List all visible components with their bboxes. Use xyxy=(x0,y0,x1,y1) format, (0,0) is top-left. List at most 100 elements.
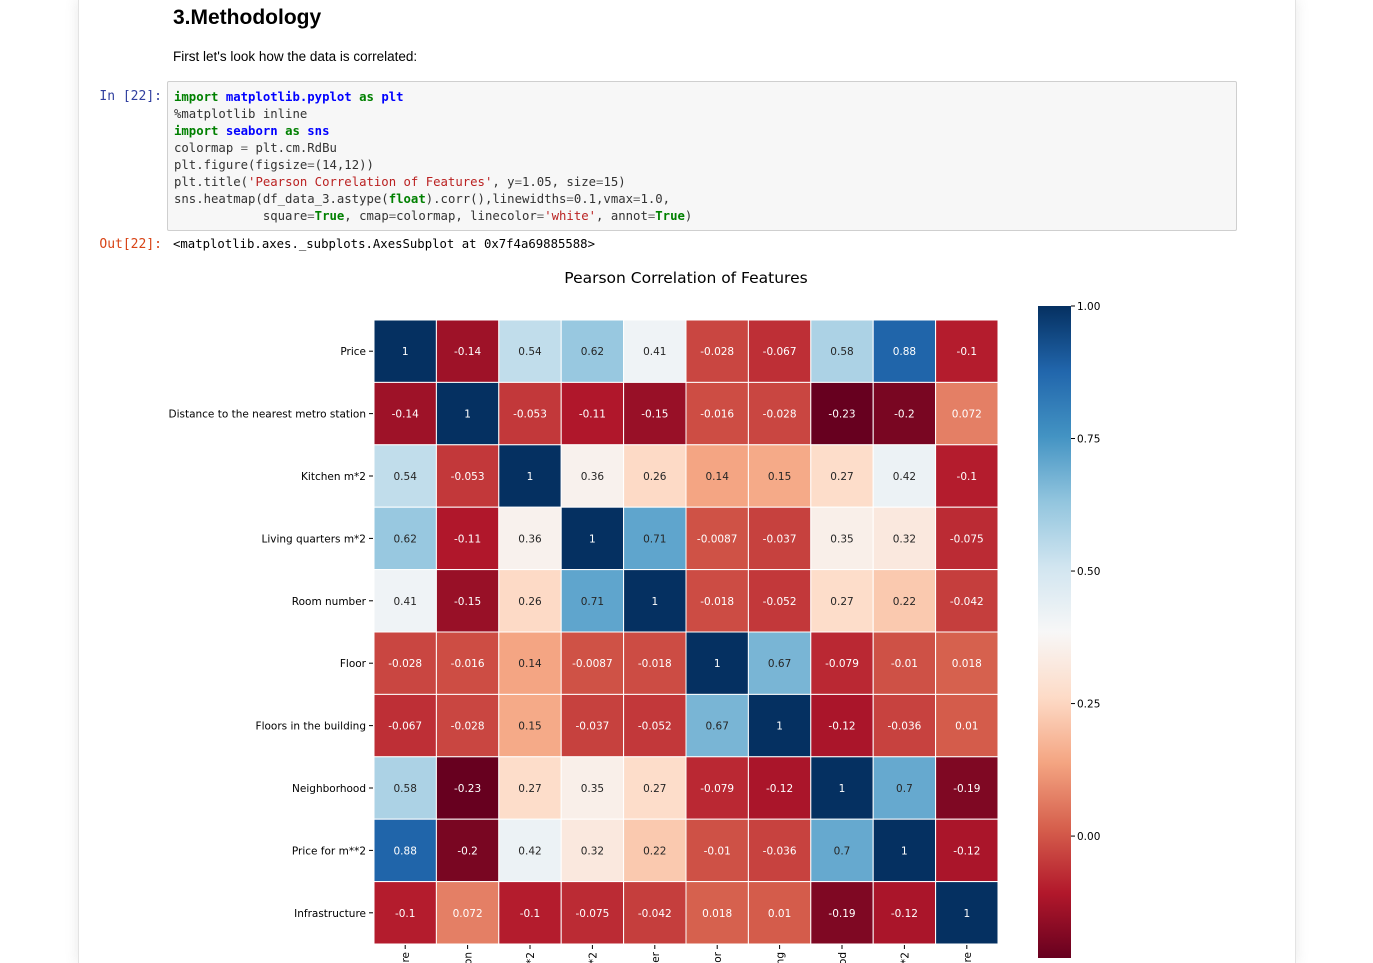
heatmap-cell xyxy=(560,319,625,383)
cell-annotation: 0.35 xyxy=(830,533,853,545)
heatmap-cell xyxy=(623,631,687,695)
cell-annotation: 0.27 xyxy=(830,471,853,483)
row-tick-label: Kitchen m*2 xyxy=(301,471,366,483)
cell-annotation: -0.01 xyxy=(704,845,731,857)
cell-annotation: -0.028 xyxy=(388,658,422,670)
cell-annotation: 0.58 xyxy=(830,346,853,358)
code-token: True xyxy=(655,209,685,223)
cell-annotation: -0.018 xyxy=(700,596,734,608)
code-token: plt xyxy=(381,90,404,104)
cell-annotation: 0.01 xyxy=(768,908,791,920)
cell-annotation: 0.58 xyxy=(394,783,417,795)
heatmap-cell xyxy=(373,881,437,945)
cell-annotation: 0.072 xyxy=(453,908,483,920)
code-token: (14,12)) xyxy=(314,158,374,172)
code-token: 15) xyxy=(603,175,626,189)
code-token: colormap xyxy=(174,141,241,155)
heatmap-cell xyxy=(560,818,625,883)
cell-annotation: -0.01 xyxy=(891,658,918,670)
code-token: float xyxy=(388,192,426,206)
code-token: , y xyxy=(492,175,515,189)
output-prompt: Out[22]: xyxy=(99,237,162,252)
cell-annotation: 0.22 xyxy=(893,596,916,608)
code-token: True xyxy=(314,209,345,223)
cell-annotation: 0.41 xyxy=(643,346,666,358)
cell-annotation: 0.14 xyxy=(706,471,730,483)
heatmap-cell xyxy=(872,818,937,883)
cell-annotation: 0.62 xyxy=(581,346,604,358)
cell-annotation: 0.018 xyxy=(952,658,982,670)
col-tick-label: ng xyxy=(775,952,787,963)
cell-annotation: -0.14 xyxy=(454,346,481,358)
code-token: = xyxy=(633,192,641,206)
row-tick-label: Floors in the building xyxy=(256,721,366,733)
code-token: = xyxy=(566,192,574,206)
cell-annotation: -0.19 xyxy=(953,783,980,795)
cell-annotation: -0.12 xyxy=(828,721,855,733)
heatmap-cell xyxy=(498,631,562,695)
col-tick-label: *2 xyxy=(525,952,537,963)
heatmap-cell xyxy=(872,319,937,383)
heatmap-cell xyxy=(872,881,937,945)
cell-annotation: -0.067 xyxy=(388,721,422,733)
code-token: = xyxy=(514,175,522,189)
code-token: square xyxy=(174,209,308,223)
heatmap-cell xyxy=(685,506,749,571)
heatmap-cell xyxy=(560,631,625,695)
heatmap-cell xyxy=(498,693,562,758)
cell-annotation: 1 xyxy=(527,471,534,483)
heatmap-cell xyxy=(560,693,625,758)
code-token: 'Pearson Correlation of Features' xyxy=(248,175,493,189)
row-tick-label: Price xyxy=(340,346,366,358)
row-tick-label: Floor xyxy=(340,658,367,670)
cell-annotation: -0.079 xyxy=(700,783,734,795)
col-tick-label: re xyxy=(962,952,974,963)
heatmap-cell xyxy=(435,569,500,633)
colorbar xyxy=(1038,306,1071,958)
cell-annotation: 0.01 xyxy=(955,721,978,733)
heatmap-cell xyxy=(747,569,812,633)
heatmap-cell xyxy=(373,693,437,758)
heatmap-cell xyxy=(435,756,500,820)
code-input-area[interactable]: import matplotlib.pyplot as plt %matplot… xyxy=(167,81,1237,231)
code-token: plt.title( xyxy=(174,175,249,189)
heatmap-cell xyxy=(560,506,625,571)
cell-annotation: 0.88 xyxy=(893,346,916,358)
code-token: = xyxy=(240,141,249,155)
code-token: , cmap xyxy=(344,209,389,223)
cell-annotation: 1 xyxy=(776,721,783,733)
cell-annotation: 1 xyxy=(839,783,846,795)
heatmap-cell xyxy=(498,818,562,883)
heatmap-cell xyxy=(872,444,937,508)
cell-annotation: 0.7 xyxy=(834,845,851,857)
code-token: = xyxy=(388,209,397,223)
cell-annotation: -0.15 xyxy=(641,409,668,421)
output-repr: <matplotlib.axes._subplots.AxesSubplot a… xyxy=(173,237,595,251)
heatmap-cell xyxy=(935,881,999,945)
heatmap-cell xyxy=(373,506,437,571)
cell-annotation: -0.042 xyxy=(638,908,672,920)
cell-annotation: -0.028 xyxy=(763,409,797,421)
cell-annotation: -0.23 xyxy=(454,783,481,795)
cell-annotation: 0.42 xyxy=(893,471,916,483)
heatmap-cell xyxy=(935,693,999,758)
heatmap-cell xyxy=(435,506,500,571)
cell-annotation: -0.036 xyxy=(887,721,921,733)
code-token: ).corr(),linewidths xyxy=(425,192,567,206)
code-token: sns xyxy=(307,124,330,138)
input-prompt: In [22]: xyxy=(99,89,162,104)
cell-annotation: 1 xyxy=(589,533,596,545)
row-tick-label: Infrastructure xyxy=(294,908,366,920)
heatmap-cell xyxy=(747,444,812,508)
heatmap-cell xyxy=(810,818,874,883)
cell-annotation: 0.71 xyxy=(581,596,604,608)
heatmap-cell xyxy=(935,319,999,383)
heatmap-cell xyxy=(498,881,562,945)
heatmap-cell xyxy=(747,506,812,571)
cell-annotation: 0.22 xyxy=(643,845,666,857)
cell-annotation: -0.028 xyxy=(700,346,734,358)
cell-annotation: -0.0087 xyxy=(697,533,738,545)
cell-annotation: 1 xyxy=(963,908,970,920)
code-editor[interactable]: import matplotlib.pyplot as plt %matplot… xyxy=(174,89,692,225)
